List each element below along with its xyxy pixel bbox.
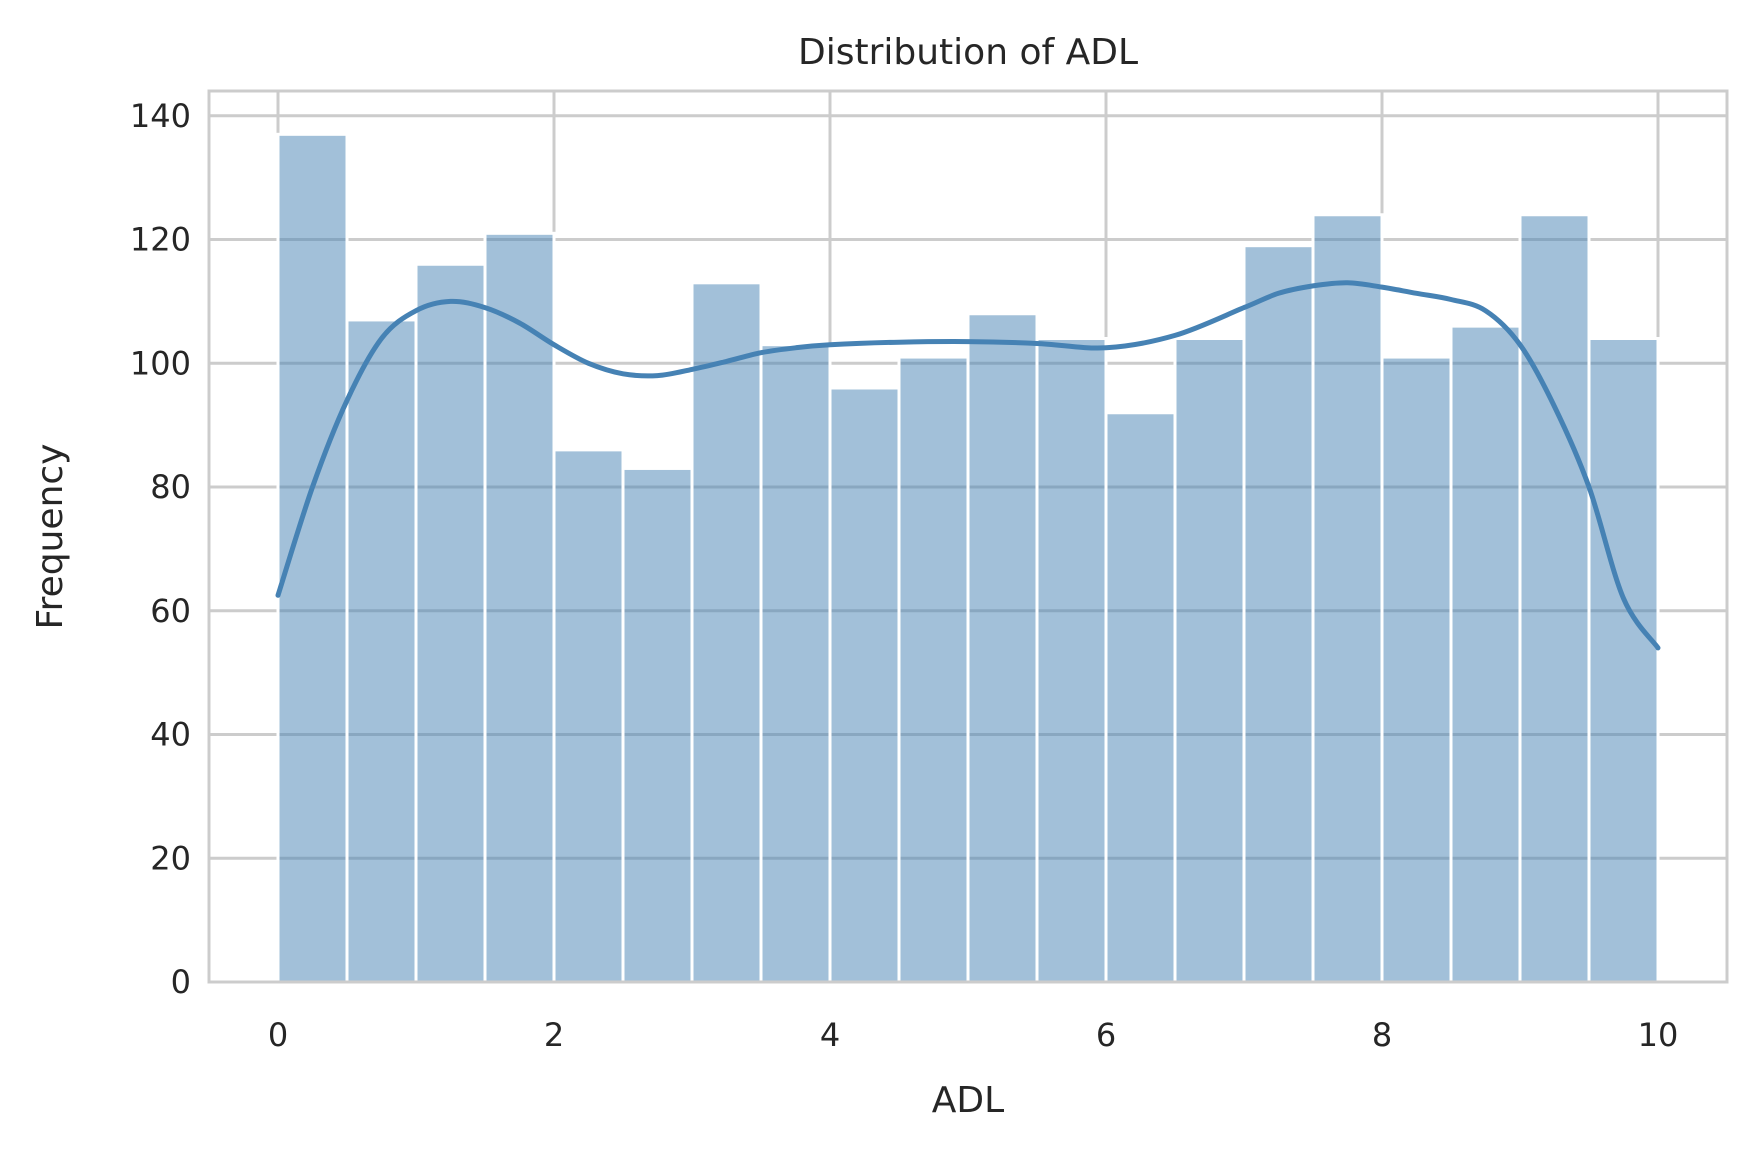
chart-title: Distribution of ADL	[798, 32, 1138, 73]
x-tick-label: 10	[1638, 1016, 1679, 1054]
y-tick-label: 100	[130, 344, 191, 382]
histogram-bar	[1518, 213, 1591, 984]
histogram-bar	[483, 231, 556, 984]
histogram-bar	[1035, 337, 1108, 984]
histogram-bar	[345, 318, 418, 984]
y-tick-label: 120	[130, 221, 191, 259]
histogram-bar	[966, 312, 1039, 984]
x-tick-label: 4	[820, 1016, 840, 1054]
y-tick-label: 0	[171, 963, 191, 1001]
histogram-bar	[1449, 324, 1522, 984]
x-tick-label: 0	[268, 1016, 288, 1054]
kde-curve-group	[275, 280, 1661, 651]
y-tick-label: 80	[150, 468, 191, 506]
x-tick-label: 2	[544, 1016, 564, 1054]
histogram-bar	[1173, 337, 1246, 984]
y-tick-label: 40	[150, 716, 191, 754]
histogram-bar	[1242, 244, 1315, 984]
y-tick-label: 140	[130, 97, 191, 135]
kde-curve	[275, 280, 1661, 651]
y-tick-label: 60	[150, 592, 191, 630]
histogram-bar	[1587, 337, 1660, 984]
x-axis-ticks: 0 2 4 6 8 10	[268, 1016, 1679, 1054]
histogram-bar	[1380, 355, 1453, 984]
histogram-bar	[1104, 411, 1177, 984]
histogram-bar	[897, 355, 970, 984]
x-axis-label: ADL	[932, 1080, 1004, 1121]
histogram-bar	[690, 281, 763, 984]
y-axis-label: Frequency	[30, 444, 71, 630]
histogram-bar	[759, 343, 832, 984]
x-tick-label: 8	[1372, 1016, 1392, 1054]
histogram-bar	[1311, 213, 1384, 984]
plot-area-frame	[207, 89, 1729, 984]
histogram-bar	[414, 262, 487, 984]
y-tick-label: 20	[150, 839, 191, 877]
y-axis-ticks: 0 20 40 60 80 100 120 140	[130, 97, 191, 1001]
histogram-bar	[828, 386, 901, 984]
x-tick-label: 6	[1096, 1016, 1116, 1054]
histogram-bar	[552, 448, 625, 984]
histogram-bar	[621, 466, 694, 984]
